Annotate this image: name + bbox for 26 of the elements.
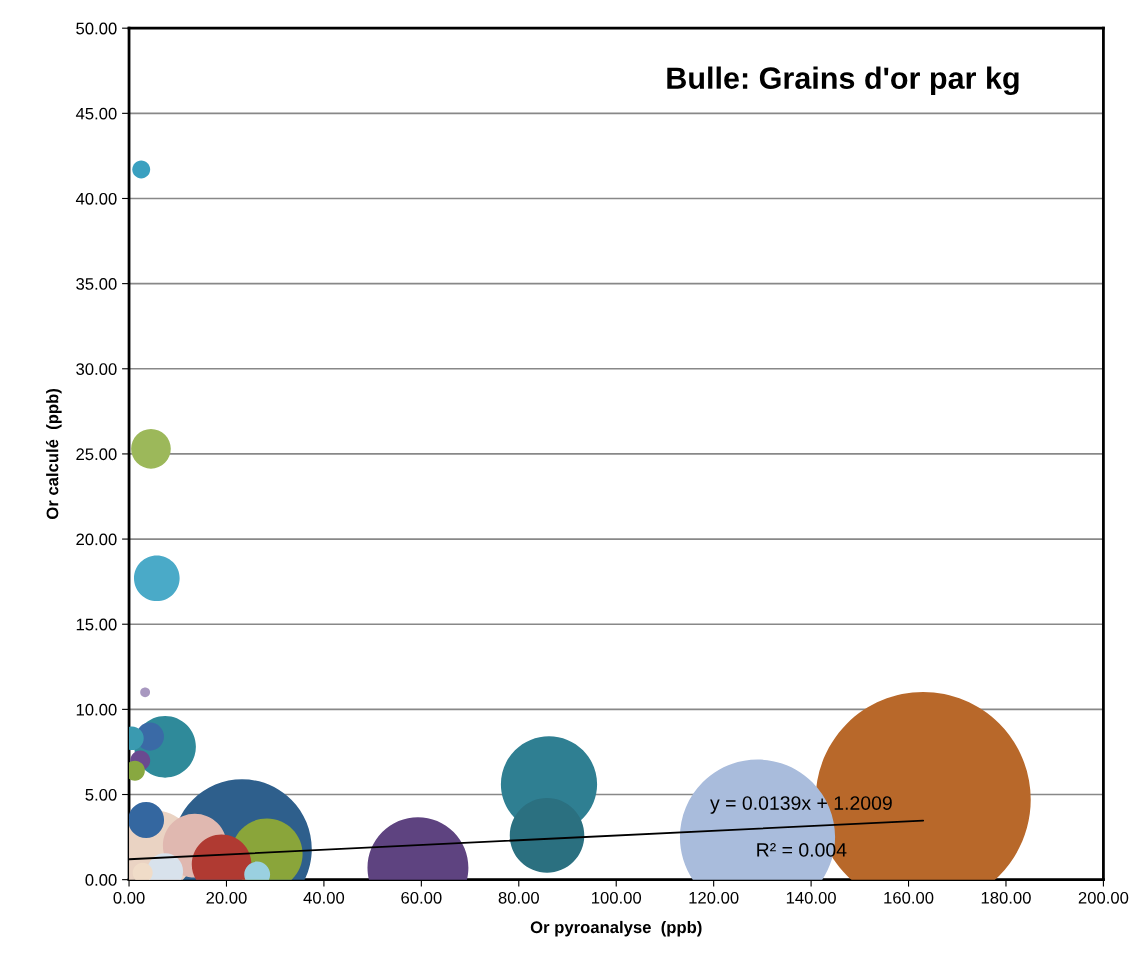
x-tick-label: 80.00	[498, 891, 539, 904]
y-tick-label: 20.00	[76, 533, 117, 546]
y-tick-label: 30.00	[76, 363, 117, 375]
y-tick-label: 40.00	[75, 192, 117, 205]
y-tick-label: 25.00	[76, 448, 117, 461]
y-tick-label: 10.00	[76, 703, 117, 716]
y-tick-label: 45.00	[75, 107, 117, 120]
x-tick-label: 20.00	[206, 891, 247, 904]
x-tick-label: 160.00	[884, 891, 934, 904]
y-axis-title: Or calculé (ppb)	[45, 389, 62, 519]
y-tick-label: 35.00	[76, 278, 117, 290]
x-tick-label: 120.00	[689, 891, 739, 904]
x-tick-label: 100.00	[592, 891, 642, 904]
x-tick-label: 140.00	[786, 891, 836, 904]
y-tick-label: 5.00	[85, 788, 117, 801]
x-tick-label: 40.00	[303, 891, 345, 904]
y-tick-label: 50.00	[76, 22, 117, 35]
x-tick-label: 60.00	[401, 891, 442, 904]
x-tick-label: 200.00	[1078, 891, 1129, 904]
x-axis-title: Or pyroanalyse (ppb)	[530, 920, 702, 937]
x-tick-label: 0.00	[113, 891, 145, 904]
text: Bulle: Grains d'or par kg	[667, 66, 1019, 96]
annotation: y = 0.0139x + 1.2009	[710, 796, 892, 814]
x-tick-label: 180.00	[981, 891, 1031, 904]
y-tick-label: 15.00	[76, 618, 117, 631]
y-tick-label: 0.00	[85, 874, 117, 886]
